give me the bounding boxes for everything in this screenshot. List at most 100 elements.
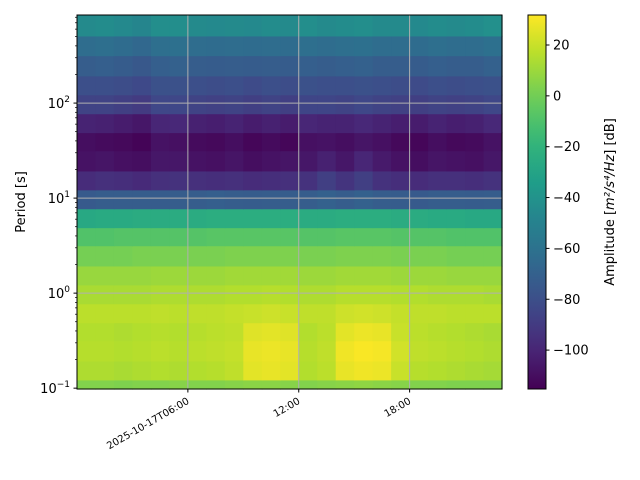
- heatmap-cell: [132, 94, 152, 115]
- heatmap-cell: [446, 35, 466, 57]
- heatmap-cell: [261, 170, 281, 191]
- heatmap-cell: [391, 322, 411, 342]
- heatmap-cell: [132, 75, 152, 96]
- heatmap-cell: [77, 170, 97, 191]
- heatmap-cell: [280, 303, 300, 324]
- heatmap-cell: [372, 265, 392, 286]
- heatmap-cell: [243, 379, 263, 390]
- heatmap-cell: [169, 245, 189, 267]
- heatmap-cell: [317, 245, 337, 267]
- colorbar-label: Amplitude [m²/s⁴/Hz] [dB]: [603, 118, 618, 286]
- heatmap-cell: [428, 284, 448, 305]
- colorbar-ticks: 20 0 −20 −40 −60 −80 −100: [546, 39, 589, 359]
- heatmap-cell: [206, 379, 226, 390]
- heatmap-cell: [483, 113, 503, 134]
- heatmap-cell: [298, 94, 318, 115]
- heatmap-cell: [243, 360, 263, 381]
- heatmap-cell: [113, 15, 134, 37]
- heatmap-cell: [409, 55, 429, 77]
- heatmap-cell: [391, 35, 411, 57]
- heatmap-cell: [280, 227, 300, 247]
- heatmap-cell: [261, 360, 281, 381]
- heatmap-cell: [280, 208, 300, 229]
- heatmap-cell: [77, 15, 97, 37]
- heatmap-cell: [428, 75, 448, 96]
- heatmap-cell: [113, 265, 134, 286]
- heatmap-cell: [95, 15, 115, 37]
- heatmap-cell: [132, 322, 152, 342]
- heatmap-cell: [446, 94, 466, 115]
- heatmap-cell: [428, 132, 448, 152]
- heatmap-cell: [95, 322, 115, 342]
- heatmap-cell: [206, 303, 226, 324]
- heatmap-cell: [335, 35, 355, 57]
- heatmap-cell: [150, 265, 170, 286]
- heatmap-cell: [77, 55, 97, 77]
- heatmap-cell: [77, 35, 97, 57]
- heatmap-cell: [280, 284, 300, 305]
- heatmap-cell: [132, 379, 152, 390]
- heatmap-cell: [169, 94, 189, 115]
- colorbar-tick-label: −80: [553, 293, 580, 308]
- heatmap-cell: [372, 75, 392, 96]
- plot-frame: [76, 14, 503, 390]
- heatmap-cell: [483, 189, 503, 210]
- heatmap-cell: [446, 360, 466, 381]
- heatmap-cell: [465, 94, 485, 115]
- heatmap-cell: [409, 35, 429, 57]
- heatmap-cell: [243, 303, 263, 324]
- heatmap-cell: [280, 340, 300, 362]
- heatmap-cell: [206, 208, 226, 229]
- heatmap-cell: [409, 170, 429, 191]
- heatmap-cell: [77, 189, 97, 210]
- heatmap-cell: [428, 55, 448, 77]
- heatmap-cell: [372, 170, 392, 191]
- heatmap-cell: [428, 265, 448, 286]
- heatmap-cell: [428, 227, 448, 247]
- heatmap-cell: [150, 113, 170, 134]
- heatmap-cell: [224, 303, 244, 324]
- heatmap-cell: [113, 75, 134, 96]
- heatmap-cell: [224, 245, 244, 267]
- heatmap-cell: [187, 227, 207, 247]
- heatmap-cell: [446, 265, 466, 286]
- heatmap-cell: [206, 284, 226, 305]
- heatmap-cell: [187, 75, 207, 96]
- heatmap-cell: [150, 35, 170, 57]
- heatmap-cell: [428, 113, 448, 134]
- heatmap-cell: [280, 132, 300, 152]
- heatmap-cell: [113, 284, 134, 305]
- heatmap-cell: [224, 150, 244, 172]
- heatmap-cell: [354, 340, 374, 362]
- heatmap-cell: [335, 132, 355, 152]
- heatmap-cell: [446, 189, 466, 210]
- heatmap-cell: [391, 150, 411, 172]
- heatmap-cell: [224, 75, 244, 96]
- heatmap-cell: [335, 208, 355, 229]
- heatmap-cell: [409, 379, 429, 390]
- x-tick-label: 12:00: [272, 396, 302, 420]
- heatmap-cell: [280, 75, 300, 96]
- heatmap-cell: [317, 55, 337, 77]
- heatmap-cell: [335, 94, 355, 115]
- heatmap-cell: [465, 303, 485, 324]
- heatmap-cell: [150, 208, 170, 229]
- heatmap-cell: [150, 75, 170, 96]
- heatmap-cell: [409, 150, 429, 172]
- heatmap-cell: [391, 94, 411, 115]
- heatmap-cell: [95, 303, 115, 324]
- heatmap-cell: [95, 35, 115, 57]
- heatmap-cell: [280, 94, 300, 115]
- heatmap-cell: [95, 245, 115, 267]
- heatmap-cell: [132, 227, 152, 247]
- heatmap-cell: [317, 150, 337, 172]
- heatmap-cell: [428, 303, 448, 324]
- heatmap-cell: [335, 170, 355, 191]
- heatmap-cell: [409, 340, 429, 362]
- heatmap-cell: [409, 132, 429, 152]
- heatmap-cell: [465, 208, 485, 229]
- heatmap-cell: [113, 132, 134, 152]
- heatmap-cell: [317, 208, 337, 229]
- y-tick-label: 101: [48, 190, 70, 207]
- heatmap-cell: [298, 227, 318, 247]
